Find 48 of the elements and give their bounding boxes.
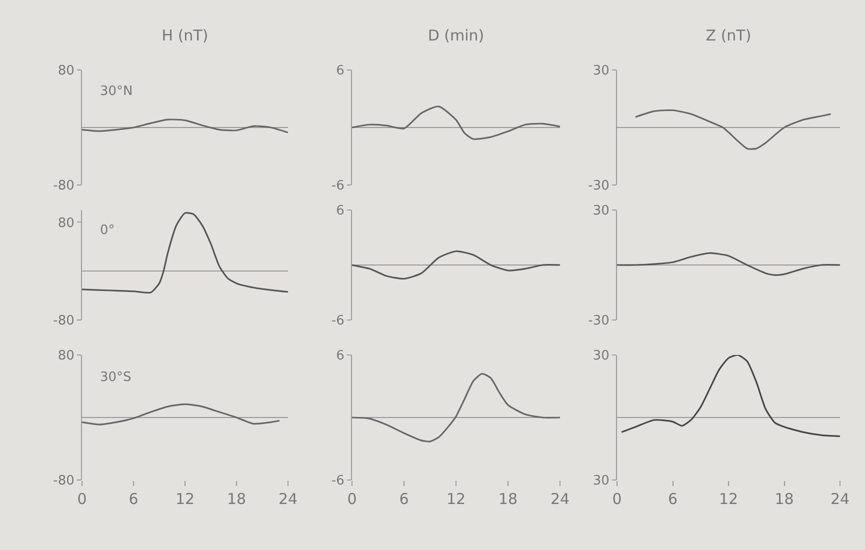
x-tick-label: 18 xyxy=(226,490,246,508)
y-tick-label: -80 xyxy=(53,474,74,489)
line-series xyxy=(620,355,840,438)
line-series xyxy=(352,106,560,140)
chart-title: H (nT) xyxy=(162,26,208,44)
line-series xyxy=(82,403,280,426)
x-tick-label: 18 xyxy=(774,490,794,508)
line-series xyxy=(82,118,288,134)
line-series xyxy=(82,212,288,294)
y-tick-label: 30 xyxy=(592,348,610,364)
x-tick-label: 18 xyxy=(498,490,518,508)
y-tick-label: 30 xyxy=(592,474,610,489)
y-tick-label: 80 xyxy=(58,348,74,364)
y-tick-label: 80 xyxy=(58,216,74,231)
y-tick-label: 6 xyxy=(336,348,344,364)
y-tick-label: -30 xyxy=(588,178,610,194)
x-tick-label: 24 xyxy=(830,490,850,508)
y-tick-label: -6 xyxy=(331,178,344,194)
annotation: 30°S xyxy=(100,370,132,385)
annotation: 0° xyxy=(100,223,115,238)
y-tick-label: -80 xyxy=(53,178,74,194)
x-tick-label: 6 xyxy=(668,490,678,508)
line-series xyxy=(634,109,832,150)
y-tick-label: 30 xyxy=(592,64,610,79)
y-tick-label: 80 xyxy=(58,64,74,79)
x-tick-label: 6 xyxy=(399,490,409,508)
y-tick-label: 6 xyxy=(336,204,344,219)
chart-title: Z (nT) xyxy=(706,26,752,44)
x-tick-label: 6 xyxy=(128,490,138,508)
annotation: 30°N xyxy=(100,84,133,99)
x-tick-label: 12 xyxy=(718,490,738,508)
y-tick-label: 6 xyxy=(336,64,344,79)
y-tick-label: -30 xyxy=(588,314,610,329)
x-tick-label: 0 xyxy=(612,490,622,508)
y-tick-label: -6 xyxy=(331,474,344,489)
x-tick-label: 24 xyxy=(278,490,298,508)
y-tick-label: -6 xyxy=(331,314,344,329)
chart-title: D (min) xyxy=(428,26,484,44)
x-tick-label: 24 xyxy=(550,490,570,508)
y-tick-label: 30 xyxy=(592,204,610,219)
line-series xyxy=(617,252,840,276)
x-tick-label: 12 xyxy=(446,490,466,508)
y-tick-label: -80 xyxy=(53,314,74,329)
line-series xyxy=(352,372,560,442)
line-series xyxy=(352,250,560,280)
x-tick-label: 12 xyxy=(175,490,195,508)
x-tick-label: 0 xyxy=(347,490,357,508)
x-tick-label: 0 xyxy=(77,490,87,508)
